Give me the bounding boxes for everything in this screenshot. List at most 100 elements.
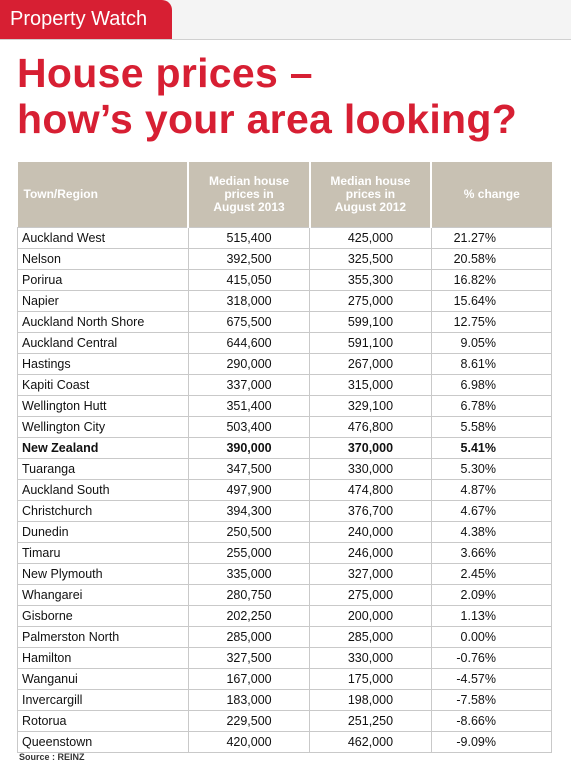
column-header-text: % change [463,187,520,201]
table-cell: 275,000 [309,584,432,606]
table-cell: Hamilton [17,647,189,669]
table-cell: Auckland West [17,227,189,249]
table-cell: Wanganui [17,668,189,690]
table-row: Hastings 290,000 267,000 8.61% [17,353,553,375]
table-cell: 200,000 [309,605,432,627]
header-row: Town/Region Median house prices in August… [17,162,552,228]
column-header-text: Median house prices in August 2012 [330,174,411,214]
table-cell: 4.67% [430,500,553,522]
table-cell: 327,500 [187,647,311,669]
table-cell: 6.98% [430,374,553,396]
table-cell: Queenstown [17,731,189,753]
headline-line: House prices – [17,50,313,96]
table-cell: 420,000 [187,731,311,753]
table-cell: 351,400 [187,395,311,417]
table-row: Nelson 392,500 325,500 20.58% [17,248,553,270]
table-cell: 280,750 [187,584,311,606]
table-cell: 229,500 [187,710,311,732]
table-cell: 392,500 [187,248,311,270]
table-cell: 644,600 [187,332,311,354]
table-cell: 267,000 [309,353,432,375]
table-cell: 599,100 [309,311,432,333]
table-cell: 12.75% [430,311,553,333]
table-row: Napier 318,000 275,000 15.64% [17,290,553,312]
table-cell: 330,000 [309,647,432,669]
table-cell: 1.13% [430,605,553,627]
table-cell: Porirua [17,269,189,291]
table-cell: 347,500 [187,458,311,480]
table-cell: 285,000 [309,626,432,648]
table-cell: 4.87% [430,479,553,501]
table-cell: 370,000 [309,437,432,459]
table-cell: 376,700 [309,500,432,522]
table-cell: New Zealand [17,437,189,459]
table-row: New Plymouth 335,000 327,000 2.45% [17,563,553,585]
table-cell: 5.58% [430,416,553,438]
table-cell: 515,400 [187,227,311,249]
table-cell: 318,000 [187,290,311,312]
table-cell: 394,300 [187,500,311,522]
table-cell: Timaru [17,542,189,564]
price-table: Town/Region Median house prices in August… [17,162,553,753]
column-header-text: Median house prices in August 2013 [209,174,290,214]
table-row: Tuaranga 347,500 330,000 5.30% [17,458,553,480]
table-cell: 335,000 [187,563,311,585]
table-row: Queenstown 420,000 462,000 -9.09% [17,731,553,753]
table-row: Dunedin 250,500 240,000 4.38% [17,521,553,543]
column-header: Town/Region [17,162,189,228]
table-cell: Nelson [17,248,189,270]
table-cell: -0.76% [430,647,553,669]
table-cell: 2.09% [430,584,553,606]
table-cell: 474,800 [309,479,432,501]
table-cell: 476,800 [309,416,432,438]
table-cell: 6.78% [430,395,553,417]
table-row: Auckland West 515,400 425,000 21.27% [17,227,553,249]
table-row: Auckland Central 644,600 591,100 9.05% [17,332,553,354]
column-header: Median house prices in August 2012 [308,162,432,228]
table-row: Kapiti Coast 337,000 315,000 6.98% [17,374,553,396]
table-cell: Gisborne [17,605,189,627]
table-cell: 250,500 [187,521,311,543]
table-cell: Auckland South [17,479,189,501]
table-row: Whangarei 280,750 275,000 2.09% [17,584,553,606]
table-body: Auckland West 515,400 425,000 21.27% Nelson 3… [17,227,553,753]
table-cell: 462,000 [309,731,432,753]
table-row: Christchurch 394,300 376,700 4.67% [17,500,553,522]
table-cell: 0.00% [430,626,553,648]
table-cell: Christchurch [17,500,189,522]
table-cell: 16.82% [430,269,553,291]
column-header: Median house prices in August 2013 [187,162,310,228]
headline-line: how’s your area looking? [17,96,518,142]
table-row: Auckland South 497,900 474,800 4.87% [17,479,553,501]
table-cell: Rotorua [17,710,189,732]
headline: House prices – how’s your area looking? [17,50,517,142]
column-header: % change [430,162,552,228]
table-row: Gisborne 202,250 200,000 1.13% [17,605,553,627]
table-row: Auckland North Shore 675,500 599,100 12.75% [17,311,553,333]
table-cell: 415,050 [187,269,311,291]
table-cell: 175,000 [309,668,432,690]
table-cell: 591,100 [309,332,432,354]
table-cell: 21.27% [430,227,553,249]
table-row: Wellington City 503,400 476,800 5.58% [17,416,553,438]
table-cell: 390,000 [187,437,311,459]
table-cell: 315,000 [309,374,432,396]
table-cell: -9.09% [430,731,553,753]
table-cell: Dunedin [17,521,189,543]
table-cell: -8.66% [430,710,553,732]
table-cell: -4.57% [430,668,553,690]
table-cell: 202,250 [187,605,311,627]
table-row: Rotorua 229,500 251,250 -8.66% [17,710,553,732]
table-cell: 425,000 [309,227,432,249]
table-cell: Napier [17,290,189,312]
table-cell: 675,500 [187,311,311,333]
table-cell: 255,000 [187,542,311,564]
table-cell: 503,400 [187,416,311,438]
table-cell: 5.30% [430,458,553,480]
table-cell: Hastings [17,353,189,375]
table-cell: 8.61% [430,353,553,375]
table-row: Hamilton 327,500 330,000 -0.76% [17,647,553,669]
table-cell: 329,100 [309,395,432,417]
table-cell: 2.45% [430,563,553,585]
